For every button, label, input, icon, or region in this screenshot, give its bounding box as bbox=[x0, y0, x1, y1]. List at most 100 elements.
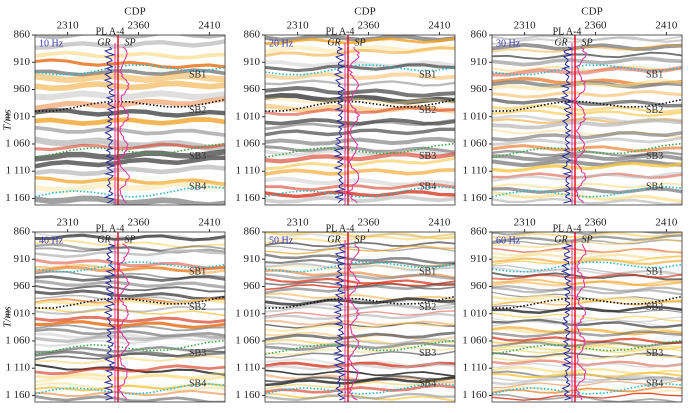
reflector bbox=[265, 312, 455, 320]
reflector bbox=[492, 144, 682, 153]
curve-label: SP bbox=[581, 234, 592, 245]
curve-label: SP bbox=[124, 37, 135, 48]
reflector bbox=[265, 262, 455, 272]
reflector bbox=[492, 359, 682, 368]
reflector bbox=[265, 148, 455, 157]
y-tick-label: 1 110 bbox=[6, 362, 31, 374]
reflector bbox=[35, 58, 225, 70]
reflector bbox=[35, 279, 225, 289]
y-tick-label: 960 bbox=[14, 280, 31, 292]
y-tick-label: 1 010 bbox=[462, 110, 487, 122]
reflector bbox=[265, 118, 455, 131]
reflector bbox=[492, 89, 682, 99]
reflector bbox=[492, 65, 682, 72]
reflector bbox=[492, 393, 681, 402]
gr-curve bbox=[333, 46, 346, 204]
panel: SB1 SB2 SB3 SB4 GR SP 20 Hz 2310 2360 2410 PL A-4 8… bbox=[235, 20, 456, 206]
curve-label: GR bbox=[327, 37, 340, 48]
reflector bbox=[35, 233, 225, 242]
reflector bbox=[492, 97, 682, 108]
reflector bbox=[492, 278, 682, 287]
reflector bbox=[35, 50, 225, 60]
horizon bbox=[265, 142, 455, 158]
x-tick-label: 2360 bbox=[585, 217, 608, 229]
x-tick-label: 2410 bbox=[655, 217, 678, 229]
reflector bbox=[265, 302, 455, 313]
reflector bbox=[35, 284, 225, 293]
reflector bbox=[265, 331, 455, 341]
y-tick-label: 1 160 bbox=[5, 389, 30, 401]
y-tick-label: 1 110 bbox=[236, 362, 261, 374]
reflector bbox=[35, 175, 225, 187]
y-tick-label: 1 060 bbox=[462, 138, 487, 150]
horizon bbox=[492, 185, 682, 198]
seismic-section bbox=[265, 232, 455, 402]
y-tick-label: 910 bbox=[244, 56, 261, 68]
reflector bbox=[265, 297, 455, 307]
curve-label: GR bbox=[327, 234, 340, 245]
y-tick-label: 960 bbox=[244, 280, 261, 292]
frequency-label: 10 Hz bbox=[39, 38, 64, 49]
seismic-section bbox=[35, 232, 225, 402]
x-tick-label: 2310 bbox=[287, 20, 310, 32]
reflector bbox=[492, 257, 682, 266]
reflector bbox=[265, 182, 455, 192]
reflector bbox=[265, 241, 455, 248]
horizon bbox=[35, 142, 225, 158]
reflector bbox=[35, 155, 225, 169]
horizon-label: SB2 bbox=[646, 105, 663, 116]
reflector bbox=[492, 35, 682, 45]
panel: SB1 SB2 SB3 SB4 GR SP 40 Hz 2310 2360 2410 PL A-4 8… bbox=[5, 217, 226, 403]
reflector bbox=[492, 280, 682, 287]
reflector bbox=[492, 330, 682, 338]
seismic-section bbox=[35, 35, 225, 205]
reflector bbox=[35, 148, 225, 162]
curve-label: SP bbox=[124, 234, 135, 245]
y-axis-label: T/ms bbox=[2, 109, 14, 130]
reflector bbox=[265, 369, 455, 377]
panel: SB1 SB2 SB3 SB4 GR SP 50 Hz 2310 2360 2410 PL A-4 8… bbox=[235, 217, 456, 403]
horizon bbox=[265, 339, 455, 355]
reflector bbox=[492, 51, 682, 60]
gr-curve bbox=[103, 243, 116, 401]
reflector bbox=[265, 79, 455, 87]
reflector bbox=[492, 371, 682, 379]
reflector bbox=[492, 238, 682, 249]
y-tick-label: 1 010 bbox=[235, 110, 260, 122]
curve-label: GR bbox=[97, 37, 110, 48]
y-tick-label: 1 160 bbox=[5, 192, 30, 204]
reflector bbox=[265, 37, 455, 45]
reflector bbox=[265, 253, 455, 265]
y-tick-label: 960 bbox=[244, 83, 261, 95]
horizon bbox=[265, 64, 455, 76]
horizon bbox=[492, 382, 682, 395]
reflector bbox=[35, 395, 225, 402]
reflector bbox=[492, 336, 682, 345]
reflector bbox=[35, 195, 225, 205]
y-tick-label: 1 110 bbox=[6, 165, 31, 177]
reflector bbox=[265, 277, 455, 287]
x-tick-label: 2410 bbox=[655, 20, 678, 32]
well-label: PL A-4 bbox=[326, 223, 355, 234]
horizon-label: SB4 bbox=[646, 378, 663, 389]
horizon-label: SB3 bbox=[646, 348, 663, 359]
reflector bbox=[265, 152, 455, 164]
horizon-label: SB2 bbox=[419, 105, 436, 116]
sp-curve bbox=[348, 244, 361, 401]
reflector bbox=[265, 362, 455, 371]
x-axis-label: CDP bbox=[581, 6, 602, 18]
horizon bbox=[492, 98, 682, 112]
reflector bbox=[265, 245, 455, 255]
reflector bbox=[492, 182, 682, 189]
well-label: PL A-4 bbox=[96, 26, 125, 37]
y-tick-label: 910 bbox=[14, 253, 31, 265]
horizon-label: SB1 bbox=[189, 69, 206, 80]
reflector bbox=[35, 336, 225, 348]
x-tick-label: 2310 bbox=[287, 217, 310, 229]
reflector bbox=[492, 104, 682, 114]
x-tick-label: 2410 bbox=[428, 20, 451, 32]
horizon bbox=[492, 339, 682, 355]
x-tick-label: 2310 bbox=[514, 20, 537, 32]
horizon-label: SB1 bbox=[189, 266, 206, 277]
